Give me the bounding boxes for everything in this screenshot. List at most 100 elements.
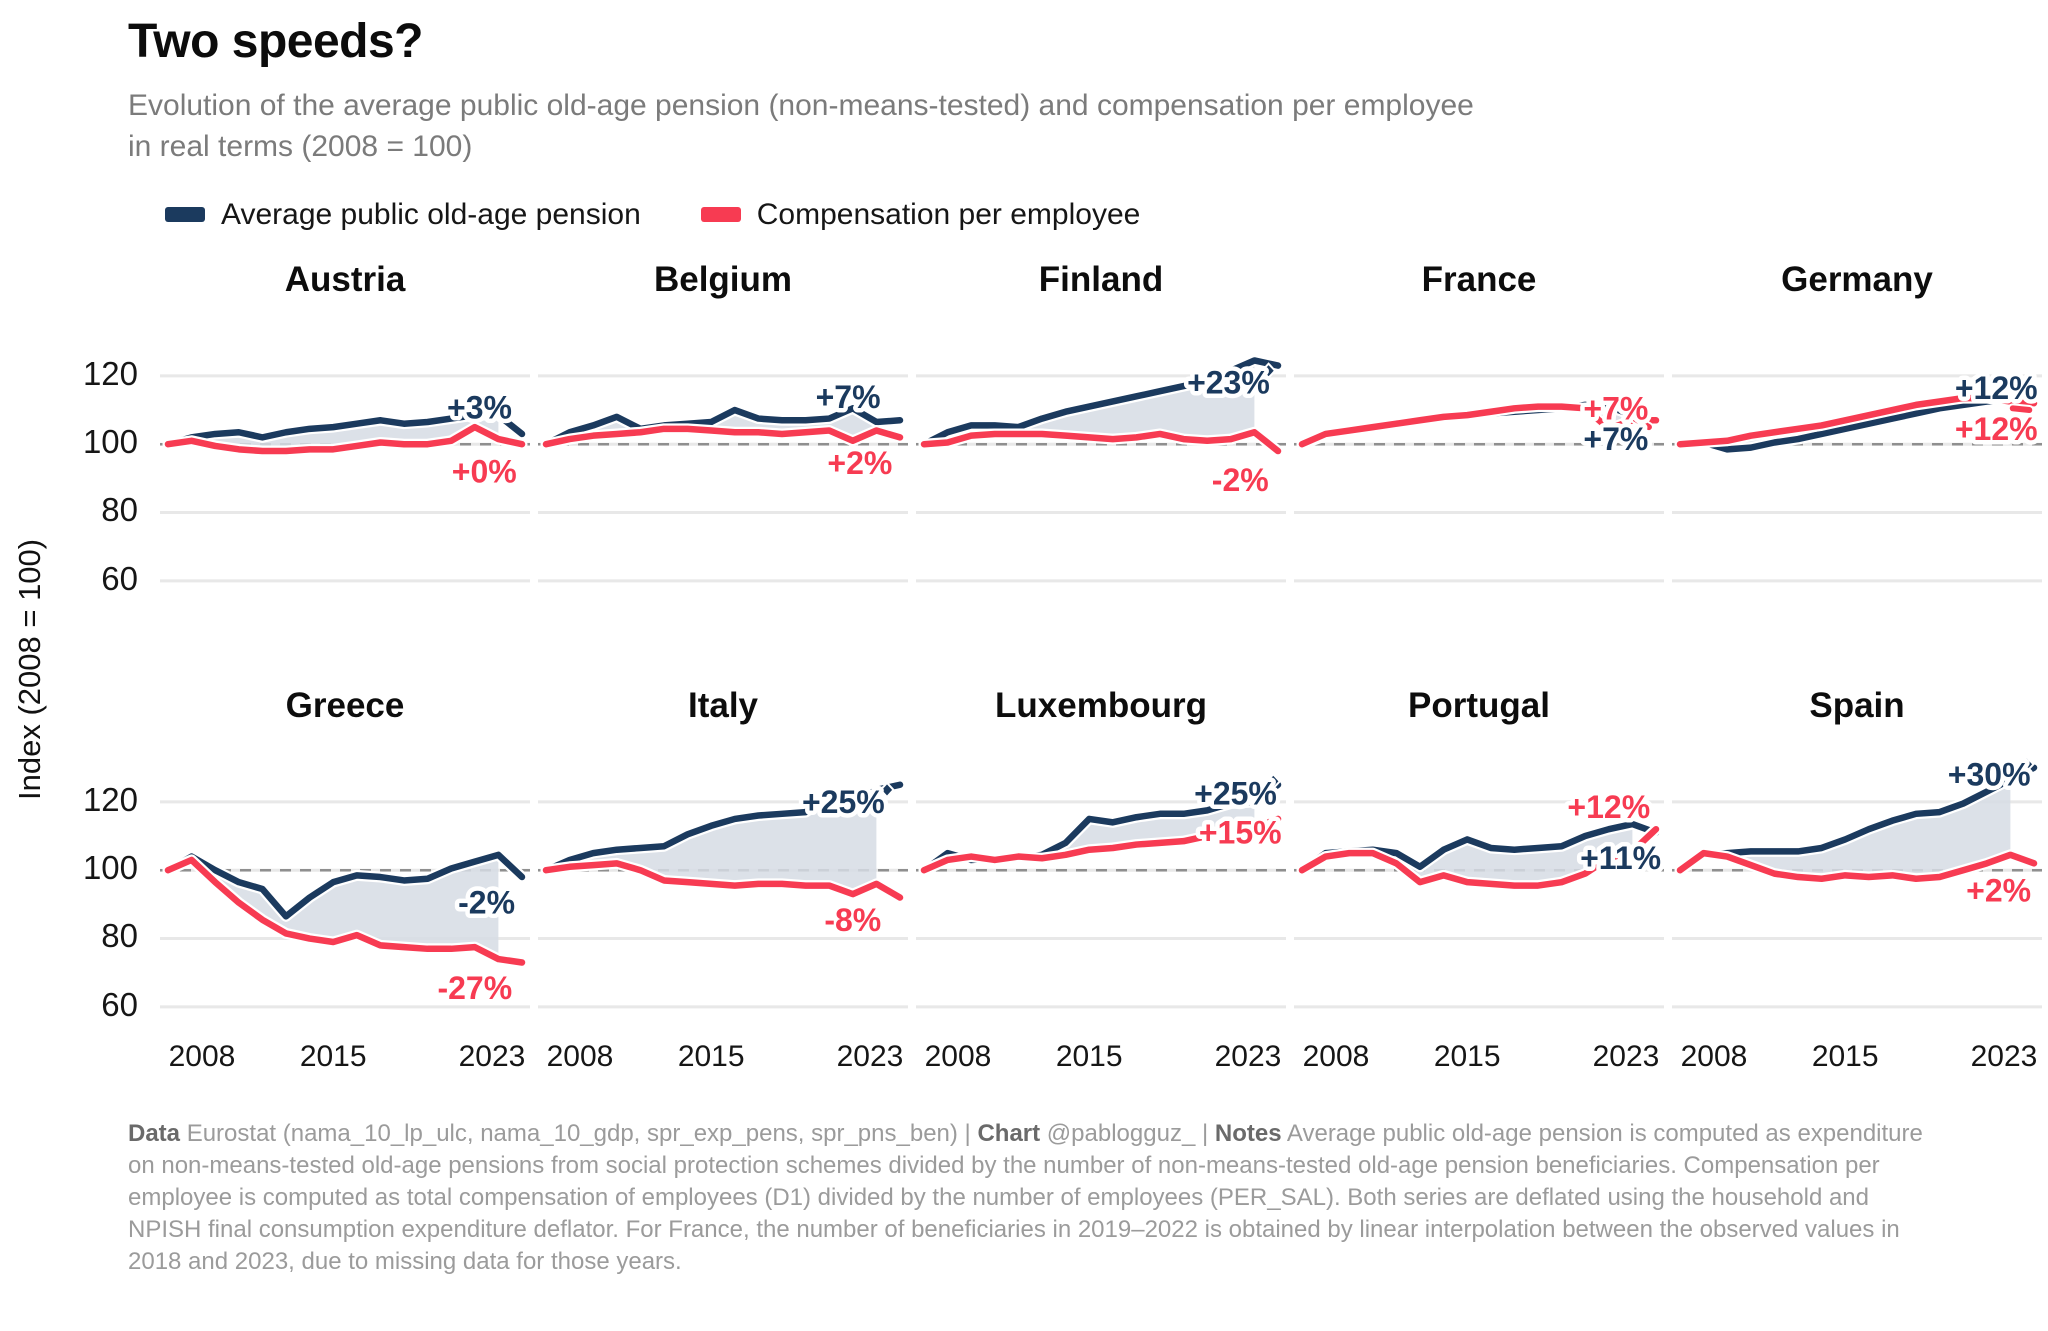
x-tick-2008: 2008 bbox=[547, 1040, 614, 1073]
y-tick-80: 80 bbox=[101, 491, 138, 529]
footer-keyword: Chart bbox=[977, 1119, 1041, 1147]
compensation-line bbox=[920, 815, 1282, 874]
x-tick-2015: 2015 bbox=[1812, 1040, 1879, 1073]
compensation-line bbox=[1676, 849, 2038, 882]
pension-change-label: +25% bbox=[1194, 775, 1277, 811]
x-tick-2008: 2008 bbox=[925, 1040, 992, 1073]
legend-item-pension: Average public old-age pension bbox=[165, 198, 641, 232]
x-tick-2008: 2008 bbox=[169, 1040, 236, 1073]
x-tick-2008: 2008 bbox=[1303, 1040, 1370, 1073]
compensation-line bbox=[542, 859, 904, 901]
pension-line bbox=[920, 356, 1282, 448]
x-tick-2023: 2023 bbox=[1215, 1040, 1282, 1073]
x-tick-2015: 2015 bbox=[300, 1040, 367, 1073]
footer-text: @pablogguz_ | bbox=[1040, 1119, 1215, 1147]
pension-change-label: +3% bbox=[447, 389, 512, 425]
compensation-line bbox=[164, 423, 526, 455]
compensation-line bbox=[1298, 403, 1660, 448]
y-tick-120: 120 bbox=[82, 354, 138, 392]
chart-austria: +3% +0% bbox=[160, 374, 530, 583]
pension-line bbox=[164, 851, 526, 920]
legend-label-pension: Average public old-age pension bbox=[221, 197, 641, 231]
subplot-title: Austria bbox=[284, 259, 406, 299]
gap-fill-area bbox=[1302, 823, 1633, 886]
compensation-change-label: +15% bbox=[1199, 814, 1282, 850]
subplot-title: Germany bbox=[1781, 259, 1933, 299]
chart-france: +7%+7% bbox=[1294, 374, 1664, 583]
legend-label-compensation: Compensation per employee bbox=[756, 197, 1141, 231]
compensation-change-label: +2% bbox=[1966, 872, 2031, 908]
pension-change-label: +12% bbox=[1955, 370, 2038, 406]
compensation-line bbox=[1298, 825, 1660, 889]
legend-item-compensation: Compensation per employee bbox=[700, 197, 1141, 232]
x-tick-2023: 2023 bbox=[459, 1040, 526, 1073]
x-tick-2015: 2015 bbox=[1056, 1040, 1123, 1073]
compensation-change-label: +2% bbox=[827, 445, 892, 481]
footer-text: Average public old-age pension is comput… bbox=[128, 1119, 1923, 1276]
x-tick-2015: 2015 bbox=[1434, 1040, 1501, 1073]
chart-subtitle: Evolution of the average public old-age … bbox=[128, 89, 1474, 164]
x-tick-2023: 2023 bbox=[837, 1040, 904, 1073]
legend: Average public old-age pension Compensat… bbox=[165, 198, 2048, 232]
subplot-title: Portugal bbox=[1408, 685, 1550, 725]
subplot-title: Greece bbox=[285, 685, 405, 725]
pension-line bbox=[542, 781, 904, 874]
footer-notes: Data Eurostat (nama_10_lp_ulc, nama_10_g… bbox=[128, 1118, 1928, 1279]
pension-change-label: +7% bbox=[1583, 421, 1648, 457]
pension-change-label: -2% bbox=[458, 884, 515, 920]
compensation-leader-dash bbox=[2009, 405, 2033, 413]
subplot-germany: Germany +12% +12% bbox=[1670, 260, 2044, 602]
y-tick-60: 60 bbox=[101, 985, 138, 1023]
subplot-greece: Greece -2% -27% 2008 2015 2023 bbox=[158, 686, 532, 1078]
pension-change-label: +23% bbox=[1187, 364, 1270, 400]
chart-belgium: +7% +2% bbox=[538, 374, 908, 583]
compensation-change-label: -2% bbox=[1212, 462, 1269, 498]
pension-change-label: +11% bbox=[1580, 840, 1661, 876]
subplot-italy: Italy +25% -8% 2008 2015 2023 bbox=[536, 686, 910, 1078]
subplot-title: Spain bbox=[1809, 685, 1905, 725]
subplot-title: France bbox=[1421, 259, 1537, 299]
compensation-line bbox=[920, 428, 1282, 455]
compensation-change-label: +7% bbox=[1583, 390, 1648, 426]
pension-change-label: +30% bbox=[1948, 756, 2031, 792]
subplot-spain: Spain +30% +2% 2008 2015 2023 bbox=[1670, 686, 2044, 1078]
x-tick-2008: 2008 bbox=[1681, 1040, 1748, 1073]
subplot-france: France +7% +7% bbox=[1292, 260, 1666, 602]
compensation-line bbox=[164, 856, 526, 966]
chart-spain: +30% +2% 2008 2015 2023 bbox=[1672, 752, 2042, 1073]
pension-series-swatch bbox=[165, 207, 205, 223]
gap-fill-area bbox=[924, 360, 1255, 444]
y-axis-gutter-row2: 120 100 80 60 bbox=[4, 686, 154, 1078]
compensation-change-label: -27% bbox=[437, 970, 512, 1006]
pension-change-label: +7% bbox=[816, 379, 881, 415]
chart-greece: -2% -27% 2008 2015 2023 bbox=[160, 800, 530, 1073]
footer-keyword: Data bbox=[128, 1119, 181, 1147]
gap-fill-area bbox=[1680, 779, 2011, 879]
pension-endpoint-diamond bbox=[1260, 362, 1277, 379]
subplot-title: Luxembourg bbox=[995, 685, 1207, 725]
y-tick-100: 100 bbox=[82, 422, 138, 460]
page-title: Two speeds? bbox=[128, 15, 424, 68]
pension-endpoint-diamond bbox=[879, 781, 895, 799]
y-tick-60: 60 bbox=[101, 559, 138, 597]
chart-luxembourg: +25%+15% 2008 2015 2023 bbox=[916, 771, 1286, 1073]
footer-keyword: Notes bbox=[1214, 1119, 1282, 1147]
subplot-finland: Finland +23% -2% bbox=[914, 260, 1288, 602]
chart-header: Two speeds? Evolution of the average pub… bbox=[128, 14, 2048, 168]
subplot-title: Italy bbox=[687, 685, 759, 725]
x-tick-2023: 2023 bbox=[1971, 1040, 2038, 1073]
compensation-change-label: +0% bbox=[452, 453, 517, 489]
x-tick-2023: 2023 bbox=[1593, 1040, 1660, 1073]
compensation-series-swatch bbox=[700, 207, 741, 223]
compensation-change-label: -8% bbox=[824, 902, 881, 938]
y-tick-80: 80 bbox=[101, 917, 138, 955]
compensation-change-label: +12% bbox=[1567, 789, 1650, 825]
subplot-title: Belgium bbox=[653, 259, 793, 299]
footer-text: Eurostat (nama_10_lp_ulc, nama_10_gdp, s… bbox=[180, 1119, 978, 1147]
y-axis-gutter-row1: 120 100 80 60 bbox=[4, 260, 154, 602]
small-multiples-grid: Index (2008 = 100) 120 100 80 60 Austria +3% +… bbox=[4, 260, 2048, 1078]
subplot-title: Finland bbox=[1038, 259, 1164, 299]
subplot-belgium: Belgium +7% +2% bbox=[536, 260, 910, 602]
pension-endpoint-diamond bbox=[1265, 772, 1282, 790]
chart-italy: +25% -8% 2008 2015 2023 bbox=[538, 779, 908, 1073]
